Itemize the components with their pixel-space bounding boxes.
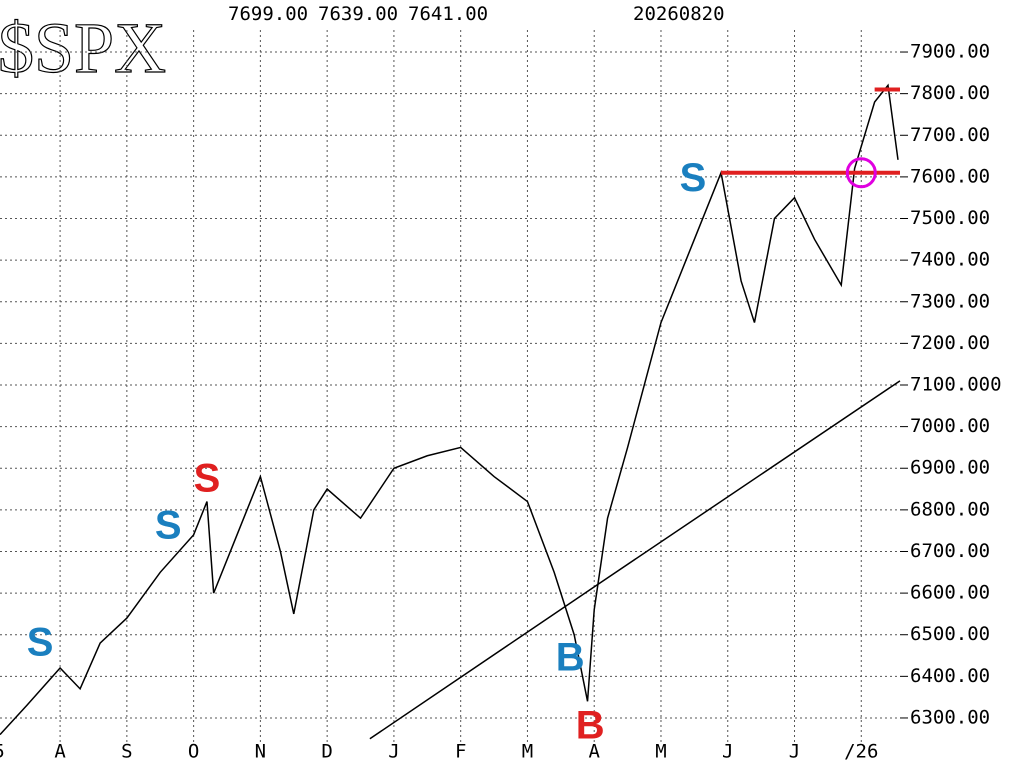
signal-label: S bbox=[27, 621, 54, 665]
x-tick-label: /26 bbox=[844, 741, 878, 763]
x-tick-label: N bbox=[255, 741, 266, 763]
y-tick-label: 6900.00 bbox=[910, 457, 990, 479]
signal-label: S bbox=[155, 504, 182, 548]
highlight-circle bbox=[845, 157, 877, 189]
y-tick-label: 7500.00 bbox=[910, 207, 990, 229]
x-tick-label: 25 bbox=[0, 741, 5, 763]
y-tick-label: 6400.00 bbox=[910, 665, 990, 687]
x-tick-label: J bbox=[789, 741, 800, 763]
header-value: 7699.00 bbox=[228, 3, 308, 25]
x-tick-label: D bbox=[321, 741, 332, 763]
x-tick-label: A bbox=[588, 741, 600, 763]
x-tick-label: A bbox=[54, 741, 66, 763]
header-value: 20260820 bbox=[633, 3, 725, 25]
y-tick-label: 7300.00 bbox=[910, 290, 990, 312]
y-tick-label: 7800.00 bbox=[910, 82, 990, 104]
y-tick-label: 7000.00 bbox=[910, 415, 990, 437]
y-tick-label: 7400.00 bbox=[910, 249, 990, 271]
price-line bbox=[369, 380, 901, 740]
y-tick-label: 6300.00 bbox=[910, 706, 990, 728]
signal-label: B bbox=[576, 704, 605, 748]
y-tick-label: 6700.00 bbox=[910, 540, 990, 562]
signal-label: S bbox=[194, 457, 221, 501]
y-tick-label: 7700.00 bbox=[910, 124, 990, 146]
y-tick-label: 6800.00 bbox=[910, 498, 990, 520]
signal-label: B bbox=[556, 636, 585, 680]
x-tick-label: F bbox=[455, 741, 466, 763]
x-tick-label: J bbox=[722, 741, 733, 763]
y-tick-label: 7600.00 bbox=[910, 165, 990, 187]
header-value: 7639.00 bbox=[318, 3, 398, 25]
y-tick-label: 7200.00 bbox=[910, 332, 990, 354]
x-tick-label: O bbox=[188, 741, 199, 763]
y-tick-label: 7900.00 bbox=[910, 41, 990, 63]
price-line bbox=[0, 83, 899, 736]
x-tick-label: S bbox=[121, 741, 132, 763]
y-tick-label: 6500.00 bbox=[910, 623, 990, 645]
header-value: 7641.00 bbox=[408, 3, 488, 25]
x-tick-label: M bbox=[522, 741, 533, 763]
chart-title: $SPX bbox=[0, 8, 166, 88]
y-tick-label: 7100.000 bbox=[910, 373, 1002, 395]
y-tick-label: 6600.00 bbox=[910, 582, 990, 604]
signal-label: S bbox=[680, 156, 707, 200]
x-tick-label: J bbox=[388, 741, 399, 763]
x-tick-label: M bbox=[655, 741, 666, 763]
